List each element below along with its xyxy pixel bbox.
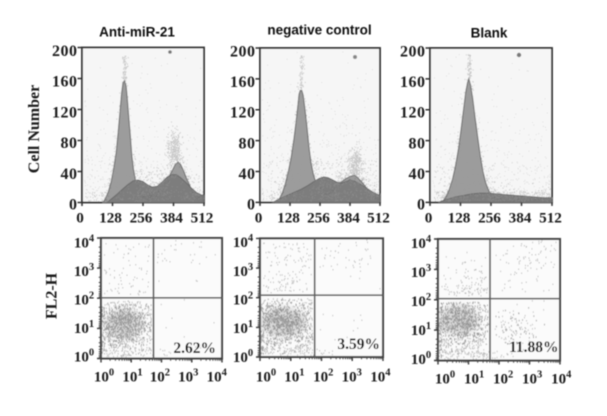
svg-text:128: 128: [448, 210, 471, 227]
svg-text:0: 0: [247, 197, 256, 214]
svg-text:120: 120: [400, 105, 426, 122]
svg-text:128: 128: [99, 210, 122, 227]
svg-text:200: 200: [400, 43, 426, 60]
svg-text:384: 384: [337, 210, 360, 227]
svg-text:80: 80: [239, 135, 256, 152]
svg-text:200: 200: [52, 43, 78, 60]
svg-text:160: 160: [400, 74, 426, 91]
svg-text:384: 384: [509, 210, 532, 227]
svg-text:2.62%: 2.62%: [173, 340, 216, 357]
svg-text:256: 256: [478, 210, 501, 227]
svg-text:80: 80: [61, 135, 78, 152]
svg-text:80: 80: [409, 135, 426, 152]
svg-text:0: 0: [255, 210, 263, 227]
svg-text:128: 128: [277, 210, 300, 227]
svg-text:0: 0: [417, 197, 426, 214]
svg-text:512: 512: [367, 210, 390, 227]
svg-text:FL2-H: FL2-H: [44, 272, 61, 319]
svg-text:Anti-miR-21: Anti-miR-21: [99, 25, 175, 40]
svg-text:160: 160: [52, 74, 78, 91]
svg-text:0: 0: [425, 210, 433, 227]
svg-text:0: 0: [69, 197, 78, 214]
svg-text:11.88%: 11.88%: [509, 339, 559, 356]
svg-text:256: 256: [307, 210, 330, 227]
svg-text:40: 40: [239, 166, 256, 183]
svg-text:40: 40: [61, 166, 78, 183]
svg-text:Blank: Blank: [471, 26, 508, 41]
svg-text:256: 256: [130, 210, 153, 227]
svg-text:512: 512: [539, 210, 562, 227]
svg-text:200: 200: [230, 43, 256, 60]
svg-text:384: 384: [160, 210, 183, 227]
svg-text:120: 120: [230, 105, 256, 122]
svg-text:Cell Number: Cell Number: [26, 85, 43, 173]
svg-text:3.59%: 3.59%: [337, 336, 380, 353]
svg-text:negative control: negative control: [267, 23, 371, 38]
svg-text:40: 40: [409, 166, 426, 183]
svg-text:512: 512: [191, 210, 214, 227]
svg-text:160: 160: [230, 74, 256, 91]
svg-text:120: 120: [52, 104, 78, 121]
svg-text:0: 0: [76, 210, 84, 227]
